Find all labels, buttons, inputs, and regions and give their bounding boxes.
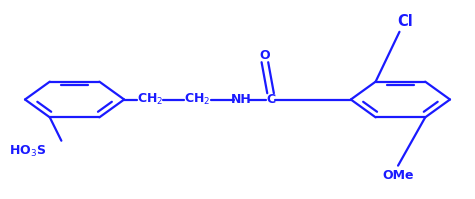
Text: O: O <box>259 49 270 62</box>
Text: CH$_2$: CH$_2$ <box>184 92 210 107</box>
Text: NH: NH <box>231 93 252 106</box>
Text: OMe: OMe <box>382 169 414 181</box>
Text: HO$_3$S: HO$_3$S <box>9 144 46 159</box>
Text: C: C <box>266 93 275 106</box>
Text: Cl: Cl <box>397 15 413 29</box>
Text: CH$_2$: CH$_2$ <box>137 92 163 107</box>
